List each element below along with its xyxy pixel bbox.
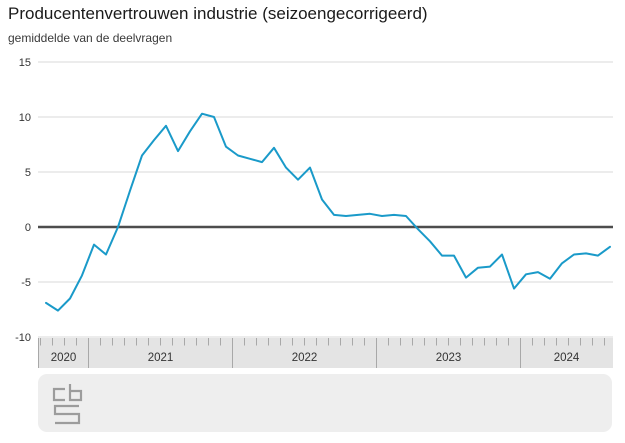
y-tick-label: 10 xyxy=(19,112,31,124)
gridlines xyxy=(38,61,613,338)
x-tick-label: 2022 xyxy=(292,352,318,364)
y-tick-label: 15 xyxy=(19,57,31,69)
x-axis-labels: 2020 2021 2022 2023 2024 xyxy=(51,352,580,364)
chart-footer xyxy=(38,374,612,432)
y-axis-labels: 15 10 5 0 -5 -10 xyxy=(15,57,31,344)
x-axis-ticks xyxy=(38,338,605,368)
chart-subtitle: gemiddelde van de deelvragen xyxy=(8,31,173,45)
x-axis-band xyxy=(38,338,613,368)
chart-title: Producentenvertrouwen industrie (seizoen… xyxy=(8,4,428,23)
x-tick-label: 2023 xyxy=(436,352,462,364)
y-tick-label: 0 xyxy=(25,222,31,234)
y-tick-label: -5 xyxy=(21,277,31,289)
x-tick-label: 2021 xyxy=(148,352,174,364)
y-tick-label: -10 xyxy=(15,332,31,344)
cbs-logo xyxy=(51,383,85,427)
y-tick-label: 5 xyxy=(25,167,31,179)
x-tick-label: 2024 xyxy=(554,352,580,364)
x-tick-label: 2020 xyxy=(51,352,77,364)
data-line xyxy=(45,112,611,312)
